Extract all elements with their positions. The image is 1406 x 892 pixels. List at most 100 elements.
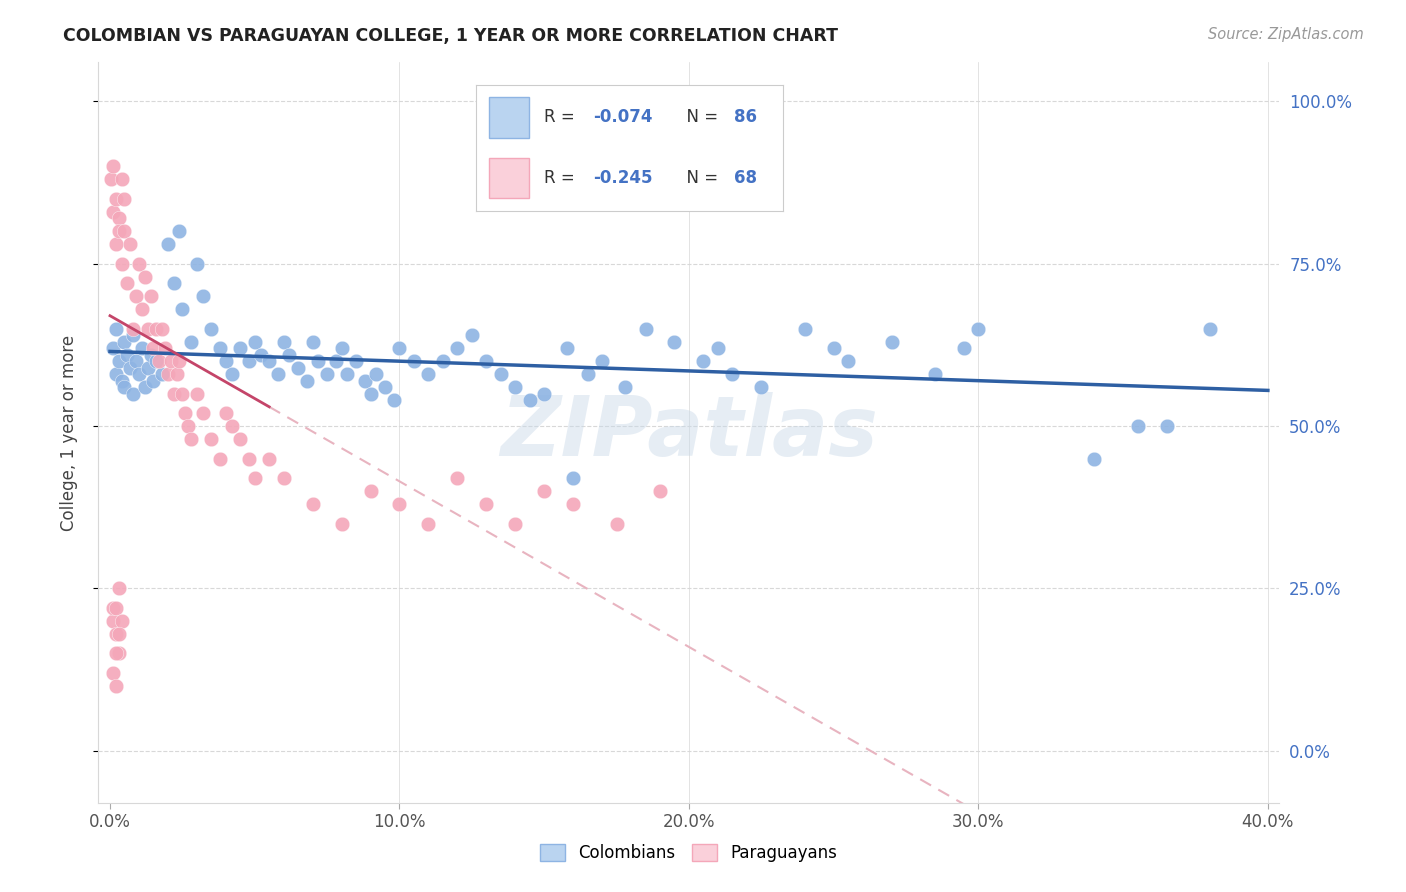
Point xyxy=(353,374,375,388)
Point xyxy=(238,451,260,466)
Point xyxy=(101,159,124,173)
Point xyxy=(120,237,142,252)
Point xyxy=(557,341,579,355)
Point xyxy=(172,302,194,317)
Point xyxy=(107,224,129,238)
Point xyxy=(163,386,186,401)
Point xyxy=(134,380,156,394)
Point xyxy=(104,627,127,641)
Point xyxy=(208,341,231,355)
Point xyxy=(238,354,260,368)
Point xyxy=(142,374,165,388)
Legend: Colombians, Paraguayans: Colombians, Paraguayans xyxy=(534,837,844,869)
Point xyxy=(229,432,252,446)
Point xyxy=(107,647,129,661)
Point xyxy=(366,367,388,381)
Point xyxy=(374,380,396,394)
Point xyxy=(295,374,318,388)
Point xyxy=(107,354,129,368)
Point xyxy=(1156,419,1178,434)
Point xyxy=(191,289,214,303)
Point xyxy=(150,367,173,381)
Point xyxy=(257,451,280,466)
Point xyxy=(614,380,637,394)
Point xyxy=(101,204,124,219)
Point xyxy=(402,354,425,368)
Point xyxy=(128,367,150,381)
Point xyxy=(489,367,512,381)
Point xyxy=(169,224,191,238)
Point xyxy=(117,348,139,362)
Point xyxy=(243,334,266,349)
Point xyxy=(249,348,271,362)
Point xyxy=(388,497,411,511)
Point xyxy=(576,367,599,381)
Point xyxy=(692,354,714,368)
Point xyxy=(191,406,214,420)
Point xyxy=(142,341,165,355)
Point xyxy=(122,386,145,401)
Point xyxy=(159,354,181,368)
Point xyxy=(664,334,686,349)
Point xyxy=(104,192,127,206)
Point xyxy=(273,471,295,485)
Point xyxy=(273,334,295,349)
Point xyxy=(125,289,148,303)
Text: COLOMBIAN VS PARAGUAYAN COLLEGE, 1 YEAR OR MORE CORRELATION CHART: COLOMBIAN VS PARAGUAYAN COLLEGE, 1 YEAR … xyxy=(63,27,838,45)
Point xyxy=(562,471,585,485)
Point xyxy=(336,367,359,381)
Point xyxy=(104,601,127,615)
Point xyxy=(169,354,191,368)
Point xyxy=(114,380,136,394)
Point xyxy=(344,354,367,368)
Point xyxy=(101,341,124,355)
Point xyxy=(120,360,142,375)
Point xyxy=(257,354,280,368)
Text: ZIPatlas: ZIPatlas xyxy=(501,392,877,473)
Point xyxy=(360,484,382,499)
Point xyxy=(382,393,405,408)
Point xyxy=(446,471,468,485)
Point xyxy=(533,386,555,401)
Point xyxy=(721,367,744,381)
Point xyxy=(166,367,188,381)
Point xyxy=(177,419,200,434)
Point xyxy=(388,341,411,355)
Point xyxy=(648,484,671,499)
Point xyxy=(316,367,339,381)
Point xyxy=(418,516,440,531)
Y-axis label: College, 1 year or more: College, 1 year or more xyxy=(59,334,77,531)
Point xyxy=(134,269,156,284)
Point xyxy=(533,484,555,499)
Point xyxy=(163,277,186,291)
Point xyxy=(104,237,127,252)
Point xyxy=(634,322,657,336)
Point xyxy=(104,647,127,661)
Point xyxy=(174,406,197,420)
Point xyxy=(503,516,526,531)
Point xyxy=(156,367,179,381)
Point xyxy=(287,360,309,375)
Point xyxy=(104,367,127,381)
Point xyxy=(131,341,153,355)
Point xyxy=(101,665,124,680)
Point xyxy=(186,257,208,271)
Point xyxy=(150,322,173,336)
Point xyxy=(823,341,845,355)
Point xyxy=(122,328,145,343)
Point xyxy=(418,367,440,381)
Point xyxy=(208,451,231,466)
Point xyxy=(110,374,132,388)
Point xyxy=(837,354,859,368)
Point xyxy=(139,289,162,303)
Point xyxy=(924,367,946,381)
Point xyxy=(229,341,252,355)
Point xyxy=(880,334,903,349)
Point xyxy=(307,354,329,368)
Point xyxy=(145,354,167,368)
Point xyxy=(139,348,162,362)
Point xyxy=(100,172,122,186)
Point xyxy=(221,367,243,381)
Point xyxy=(180,334,202,349)
Point xyxy=(1126,419,1149,434)
